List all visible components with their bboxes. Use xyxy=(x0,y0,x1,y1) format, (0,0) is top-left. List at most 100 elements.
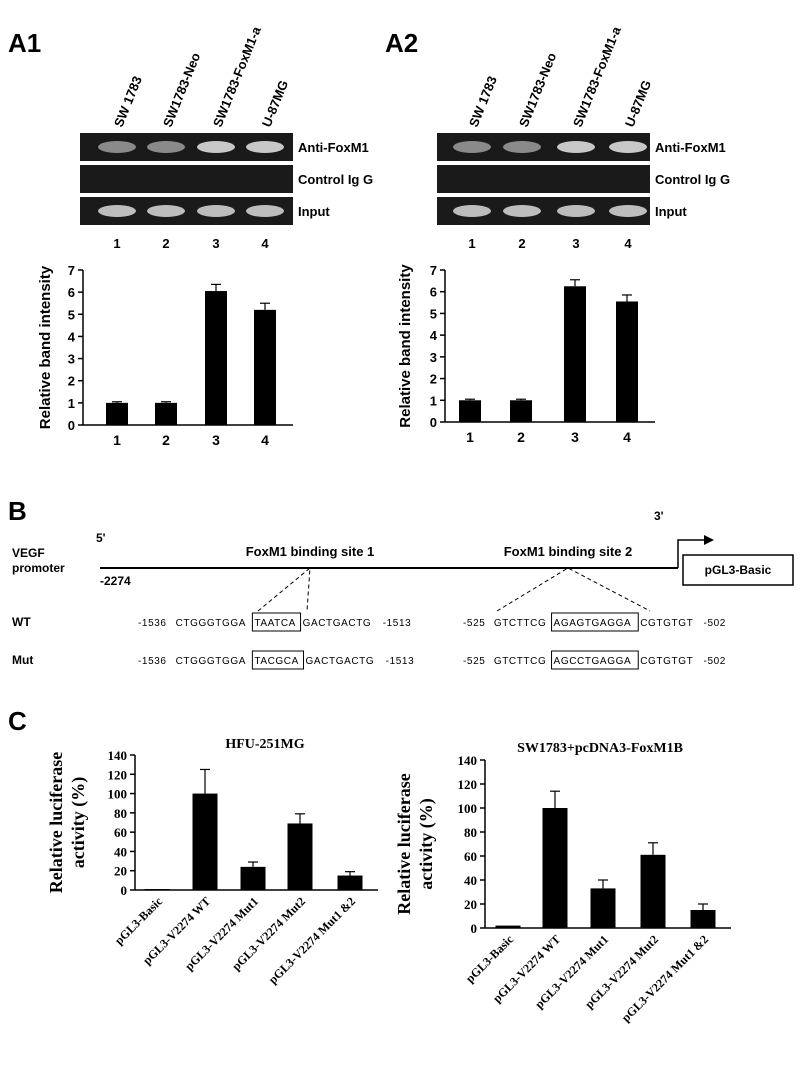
y-tick-label: 4 xyxy=(430,328,438,343)
lane-number: 4 xyxy=(261,236,269,251)
y-tick-label: 1 xyxy=(68,396,75,411)
y-tick-label: 0 xyxy=(68,418,75,433)
y-axis-label: Relative luciferase xyxy=(394,773,414,914)
gel-band xyxy=(197,205,235,217)
sequence: GTCTTCG xyxy=(494,618,547,629)
y-tick-label: 1 xyxy=(430,393,437,408)
lane-number: 3 xyxy=(212,236,219,251)
y-tick-label: 3 xyxy=(68,352,75,367)
x-tick-label: pGL3-V2274 Mut1 &2 xyxy=(266,894,358,986)
y-tick-label: 120 xyxy=(108,767,128,782)
y-tick-label: 120 xyxy=(458,777,478,792)
lane-label: SW 1783 xyxy=(111,74,145,129)
gel-band xyxy=(609,205,647,217)
sequence: -525 xyxy=(463,618,485,629)
gel-band xyxy=(453,141,491,153)
y-tick-label: 5 xyxy=(430,306,437,321)
gel-band xyxy=(503,205,541,217)
bar xyxy=(542,808,568,928)
y-tick-label: 3 xyxy=(430,350,437,365)
row-label: Input xyxy=(298,204,330,219)
gel-band xyxy=(147,205,185,217)
three-prime: 3' xyxy=(654,509,664,523)
y-tick-label: 60 xyxy=(114,825,127,840)
lane-label: SW1783-Neo xyxy=(160,50,203,129)
panel-label: C xyxy=(8,706,27,736)
sequence: -1513 xyxy=(386,656,415,667)
promoter-label: VEGF xyxy=(12,546,45,560)
zoom-lines xyxy=(496,567,651,612)
lane-number: 1 xyxy=(468,236,475,251)
y-tick-label: 20 xyxy=(114,864,127,879)
vector-box xyxy=(682,554,794,586)
sequence: GACTGACTG xyxy=(306,656,375,667)
y-axis-label: activity (%) xyxy=(68,777,89,868)
chart-title: SW1783+pcDNA3-FoxM1B xyxy=(517,741,683,756)
row-name: Mut xyxy=(12,653,33,667)
lane-number: 3 xyxy=(572,236,579,251)
sequence: GTCTTCG xyxy=(494,656,547,667)
y-tick-label: 140 xyxy=(458,753,478,768)
lane-number: 1 xyxy=(113,236,120,251)
site-label: FoxM1 binding site 1 xyxy=(246,544,375,559)
sequence: CTGGGTGGA xyxy=(176,618,246,629)
x-tick-label: 2 xyxy=(517,429,525,445)
gel-band xyxy=(453,205,491,217)
gel-band xyxy=(557,141,595,153)
bar xyxy=(106,402,128,425)
sequence: TAATCA xyxy=(254,618,296,629)
sequence: AGAGTGAGGA xyxy=(554,618,632,629)
y-axis-label: Relative band intensity xyxy=(397,264,414,428)
y-tick-label: 40 xyxy=(114,844,127,859)
sequence: -1513 xyxy=(383,618,412,629)
x-tick-label: 3 xyxy=(571,429,579,445)
row-label: Input xyxy=(655,204,687,219)
bar xyxy=(192,793,218,890)
y-axis-label: Relative luciferase xyxy=(46,752,66,893)
x-tick-label: pGL3-V2274 Mut1 &2 xyxy=(619,932,711,1024)
y-axis-label: activity (%) xyxy=(416,798,437,889)
row-name: WT xyxy=(12,615,31,629)
lane-label: U-87MG xyxy=(622,78,654,129)
sequence: AGCCTGAGGA xyxy=(554,656,632,667)
sequence: -502 xyxy=(704,656,726,667)
y-tick-label: 7 xyxy=(430,263,437,278)
bar xyxy=(564,286,586,422)
y-tick-label: 6 xyxy=(68,285,75,300)
bar xyxy=(205,291,227,425)
gel-strip xyxy=(437,165,650,193)
bar xyxy=(590,888,616,928)
row-label: Control Ig G xyxy=(298,172,373,187)
lane-label: U-87MG xyxy=(259,78,291,129)
y-tick-label: 7 xyxy=(68,263,75,278)
sequence: CGTGTGT xyxy=(640,656,693,667)
promoter-label: promoter xyxy=(12,561,65,575)
y-tick-label: 4 xyxy=(68,329,76,344)
arrow-head xyxy=(704,535,714,545)
y-tick-label: 80 xyxy=(464,825,477,840)
panel-label: A2 xyxy=(385,28,418,58)
bar xyxy=(155,402,177,425)
bar xyxy=(240,866,266,890)
panel-label: A1 xyxy=(8,28,41,58)
sequence: -1536 xyxy=(138,618,167,629)
y-tick-label: 20 xyxy=(464,897,477,912)
sequence: CGTGTGT xyxy=(640,618,693,629)
sequence: -525 xyxy=(463,656,485,667)
start-position: -2274 xyxy=(100,574,131,588)
y-tick-label: 0 xyxy=(471,921,478,936)
bar xyxy=(510,400,532,422)
gel-band xyxy=(98,141,136,153)
site-box xyxy=(551,650,639,670)
y-axis-label: Relative band intensity xyxy=(37,265,54,429)
sequence: -1536 xyxy=(138,656,167,667)
x-tick-label: 2 xyxy=(162,432,170,448)
site-box xyxy=(251,612,302,632)
sequence: CTGGGTGGA xyxy=(176,656,246,667)
y-tick-label: 100 xyxy=(458,801,478,816)
lane-label: SW1783-FoxM1-a xyxy=(210,24,264,129)
bar xyxy=(459,400,481,422)
gel-band xyxy=(503,141,541,153)
x-tick-label: 1 xyxy=(466,429,474,445)
